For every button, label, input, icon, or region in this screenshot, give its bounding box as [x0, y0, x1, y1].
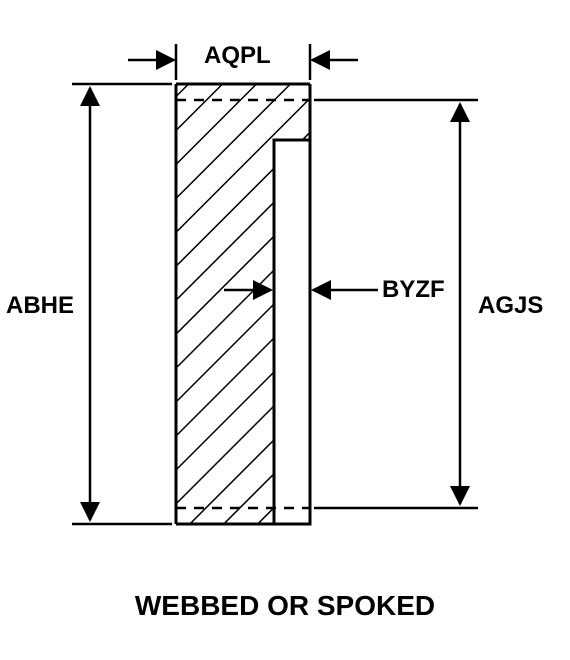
cross-section-diagram [0, 0, 570, 660]
label-agjs: AGJS [478, 292, 543, 320]
label-aqpl: AQPL [204, 42, 271, 70]
label-abhe: ABHE [6, 292, 74, 320]
slot-cutout [274, 140, 310, 524]
label-byzf: BYZF [382, 276, 445, 304]
caption: WEBBED OR SPOKED [0, 590, 570, 622]
